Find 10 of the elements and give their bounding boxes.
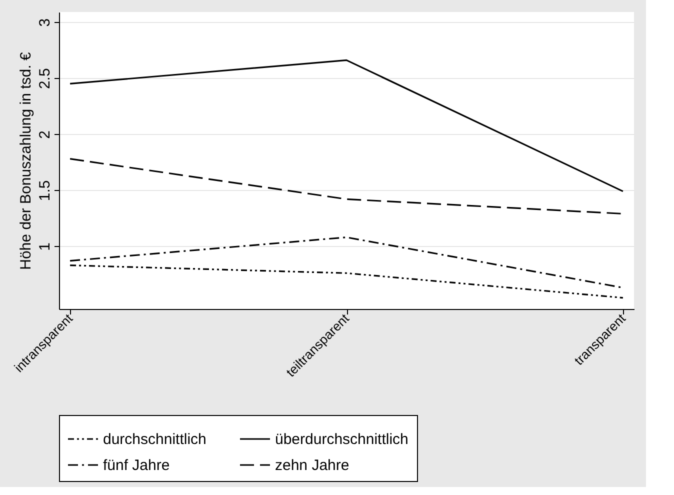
legend-label: durchschnittlich: [103, 431, 206, 448]
y-tick-label: 2: [36, 130, 54, 139]
y-tick-label: 2.5: [36, 68, 54, 90]
legend-label: zehn Jahre: [275, 457, 350, 474]
legend-label: fünf Jahre: [103, 457, 170, 474]
legend-label: überdurchschnittlich: [275, 431, 408, 448]
y-tick-label: 3: [36, 18, 54, 27]
y-axis-title: Höhe der Bonuszahlung in tsd. €: [18, 52, 34, 270]
y-tick-label: 1: [36, 242, 54, 251]
y-tick-label: 1.5: [36, 180, 54, 202]
